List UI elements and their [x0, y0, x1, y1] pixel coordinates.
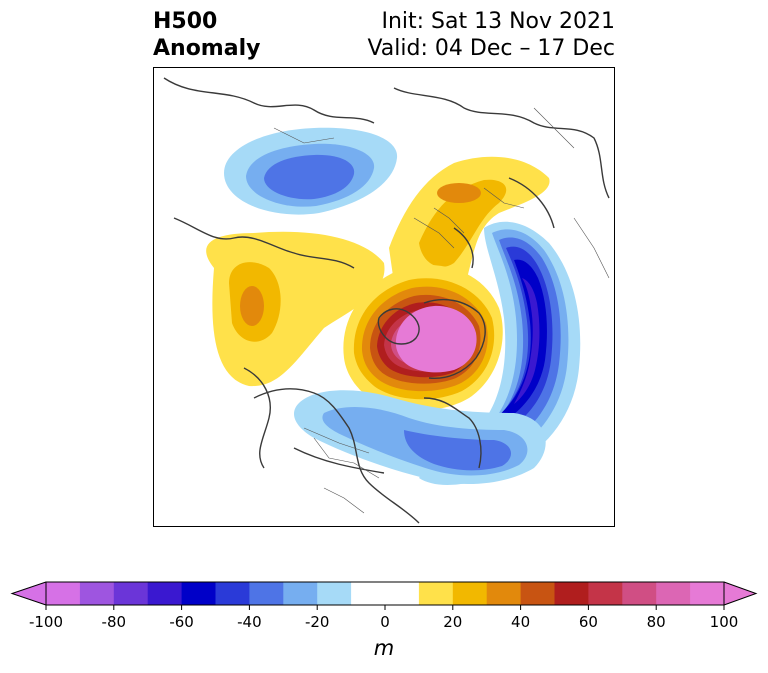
- positive-center-greenland: [343, 264, 503, 411]
- init-date: Init: Sat 13 Nov 2021: [381, 9, 615, 34]
- colorbar-high-extend: [724, 582, 756, 605]
- colorbar-tick-label: -80: [101, 613, 127, 631]
- colorbar-tick-label: -40: [237, 613, 262, 631]
- colorbar-cell: [46, 582, 81, 605]
- colorbar-cell: [147, 582, 183, 605]
- colorbar-cell: [622, 582, 657, 605]
- colorbar-cell: [317, 582, 352, 605]
- colorbar-tick-label: 0: [380, 613, 390, 631]
- colorbar-cell: [283, 582, 318, 605]
- colorbar-tick-label: 60: [578, 613, 598, 631]
- colorbar: [10, 581, 758, 610]
- colorbar-tick-label: -60: [169, 613, 194, 631]
- colorbar-cell: [656, 582, 691, 605]
- colorbar-cell: [181, 582, 216, 605]
- colorbar-tick-label: -20: [304, 613, 330, 631]
- colorbar-cell: [554, 582, 589, 605]
- colorbar-cell: [351, 582, 386, 605]
- negative-center-eastern-us: [294, 390, 546, 484]
- political-borders: [273, 107, 610, 514]
- colorbar-cell: [452, 582, 488, 605]
- colorbar-cell: [690, 582, 725, 605]
- positive-center-siberia-arctic: [389, 156, 550, 300]
- colorbar-tick-label: -100: [28, 613, 64, 631]
- colorbar-cell: [520, 582, 555, 605]
- colorbar-cell: [113, 582, 149, 605]
- negative-center-western-europe: [419, 221, 581, 485]
- colorbar-cell: [249, 582, 284, 605]
- map-panel: [153, 67, 615, 527]
- colorbar-tick-label: 40: [511, 613, 531, 631]
- colorbar-low-extend: [12, 582, 46, 605]
- colorbar-high-extend-outline: [723, 581, 758, 606]
- colorbar-cell: [79, 582, 115, 605]
- anomaly-map: [154, 77, 610, 524]
- valid-range: Valid: 04 Dec – 17 Dec: [367, 36, 615, 61]
- colorbar-tick-label: 100: [709, 613, 739, 631]
- colorbar-cell: [486, 582, 522, 605]
- colorbar-unit: m: [373, 636, 395, 660]
- colorbar-low-extend-outline: [10, 581, 47, 606]
- colorbar-tick-label: 80: [646, 613, 666, 631]
- positive-center-north-pacific: [206, 231, 385, 387]
- colorbar-cell: [588, 582, 623, 605]
- coastlines: [163, 77, 610, 524]
- colorbar-cell: [418, 582, 454, 605]
- map-edge-gap: [154, 273, 158, 318]
- colorbar-tick-label: 20: [443, 613, 463, 631]
- title-line-2: Anomaly: [153, 36, 261, 61]
- colorbar-cell: [215, 582, 250, 605]
- title-line-1: H500: [153, 9, 218, 34]
- negative-center-east-asia: [224, 127, 398, 215]
- map-title: H500 Anomaly: [153, 8, 260, 62]
- date-info: Init: Sat 13 Nov 2021 Valid: 04 Dec – 17…: [367, 8, 615, 62]
- colorbar-cell: [385, 582, 420, 605]
